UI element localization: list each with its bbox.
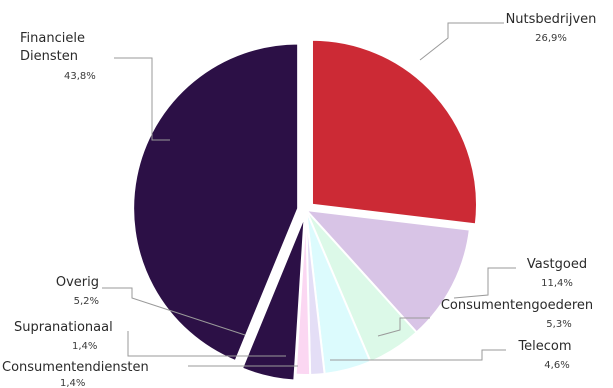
slice-value-nutsbedrijven: 26,9% (535, 33, 567, 44)
slice-label-telecom: Telecom (517, 339, 571, 354)
slice-value-consumentengoederen: 5,3% (546, 319, 571, 330)
slice-label-financiele-diensten: Financiele Diensten (20, 31, 85, 64)
slice-label-vastgoed: Vastgoed (527, 257, 587, 272)
leader-line-vastgoed (453, 267, 516, 299)
slice-value-overig: 5,2% (74, 296, 99, 307)
slice-value-consumentendiensten: 1,4% (60, 378, 85, 388)
leader-line-financiele-diensten (114, 57, 170, 141)
pie-slice-overig (240, 215, 306, 382)
leader-line-nutsbedrijven (419, 22, 504, 61)
slice-value-vastgoed: 11,4% (541, 278, 573, 289)
leader-line-consumentengoederen (377, 317, 430, 337)
slice-value-telecom: 4,6% (544, 360, 569, 371)
leader-line-supranationaal (127, 331, 286, 357)
slice-label-consumentendiensten: Consumentendiensten (2, 360, 149, 375)
slice-label-overig: Overig (56, 275, 99, 290)
leader-line-overig (102, 287, 246, 336)
leader-line-telecom (330, 349, 506, 361)
pie-slice-vastgoed (303, 208, 471, 334)
slice-label-supranationaal: Supranationaal (14, 320, 113, 335)
slice-label-consumentengoederen: Consumentengoederen (441, 298, 593, 313)
slice-value-financiele-diensten: 43,8% (64, 71, 96, 82)
pie-slice-financiele-diensten (132, 42, 300, 363)
pie-slice-nutsbedrijven (310, 38, 478, 226)
slice-label-nutsbedrijven: Nutsbedrijven (506, 12, 597, 27)
slice-value-supranationaal: 1,4% (72, 341, 97, 352)
